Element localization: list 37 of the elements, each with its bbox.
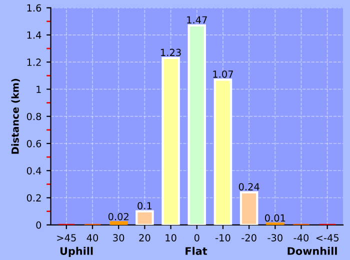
data-label: 1.47 [187,16,207,24]
y-tick-label: 0.2 [26,194,41,202]
y-tick-label: 1.2 [27,58,41,66]
x-tick-label: -30 [268,234,282,242]
text: Uphill [60,246,93,257]
x-tick-label: <-45 [316,234,339,242]
bar [214,78,232,225]
data-label: 1.23 [161,48,181,56]
data-label: 0.1 [138,202,152,210]
y-tick-label: 1.4 [27,32,42,39]
data-label: 0.02 [108,212,128,220]
bar [109,221,128,225]
text: Downhill [288,246,337,255]
y-axis-title: Distance (km) [11,78,20,154]
y-tick-label: 1.6 [27,4,42,12]
x-tick-label: 40 [86,234,98,242]
x-tick-label: >45 [57,234,76,242]
x-tick-label: -40 [294,234,309,242]
y-tick-label: 0.8 [26,112,42,120]
data-label: 0.01 [264,214,286,222]
bar [136,210,154,225]
y-tick-label: 0.4 [26,167,42,174]
data-label: 1.07 [213,70,233,78]
data-label: 0.24 [238,183,260,190]
bar [162,56,180,225]
y-tick-label: 1 [36,86,41,93]
bar [240,191,258,225]
y-tick-label: 0.6 [26,140,42,148]
x-tick-label: 10 [166,234,176,242]
y-tick-label: 0 [36,221,42,229]
x-tick-label: -10 [216,234,230,242]
bar [188,24,206,225]
x-tick-label: 0 [194,234,200,242]
x-tick-label: -20 [242,234,256,242]
x-tick-label: 20 [139,234,150,242]
x-tick-label: 30 [113,234,124,242]
text: Flat [186,246,208,255]
